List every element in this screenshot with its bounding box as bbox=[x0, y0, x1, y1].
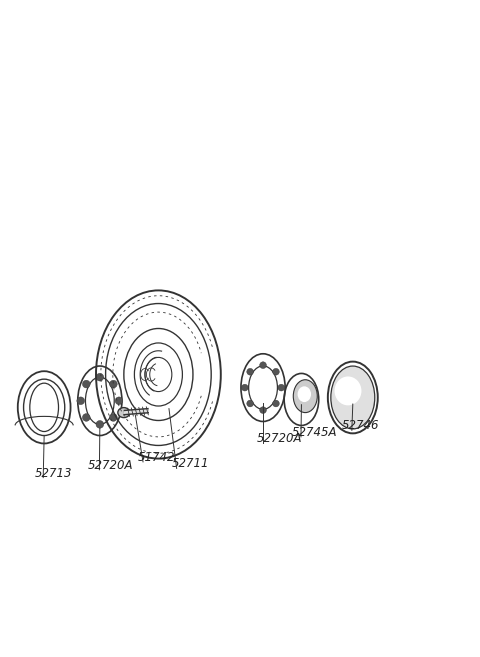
Text: 52720A: 52720A bbox=[257, 432, 302, 445]
Circle shape bbox=[247, 400, 253, 407]
Circle shape bbox=[273, 400, 279, 407]
Ellipse shape bbox=[335, 376, 361, 405]
Text: 52711: 52711 bbox=[172, 457, 209, 470]
Circle shape bbox=[278, 384, 285, 391]
Circle shape bbox=[260, 362, 266, 369]
Circle shape bbox=[109, 414, 117, 421]
Text: 51742: 51742 bbox=[137, 451, 175, 464]
Circle shape bbox=[109, 380, 117, 388]
Text: 52720A: 52720A bbox=[87, 459, 133, 472]
Circle shape bbox=[247, 369, 253, 375]
Circle shape bbox=[83, 414, 90, 421]
Ellipse shape bbox=[331, 366, 375, 429]
Circle shape bbox=[83, 380, 90, 388]
Ellipse shape bbox=[118, 407, 130, 418]
Circle shape bbox=[260, 407, 266, 413]
Circle shape bbox=[115, 397, 123, 405]
Circle shape bbox=[96, 373, 104, 381]
Circle shape bbox=[96, 420, 104, 428]
Text: 52746: 52746 bbox=[342, 419, 379, 432]
Text: 52745A: 52745A bbox=[292, 426, 337, 439]
Circle shape bbox=[241, 384, 248, 391]
Ellipse shape bbox=[293, 380, 317, 413]
Circle shape bbox=[77, 397, 84, 405]
Text: 52713: 52713 bbox=[35, 466, 72, 480]
Circle shape bbox=[273, 369, 279, 375]
Ellipse shape bbox=[298, 386, 311, 402]
